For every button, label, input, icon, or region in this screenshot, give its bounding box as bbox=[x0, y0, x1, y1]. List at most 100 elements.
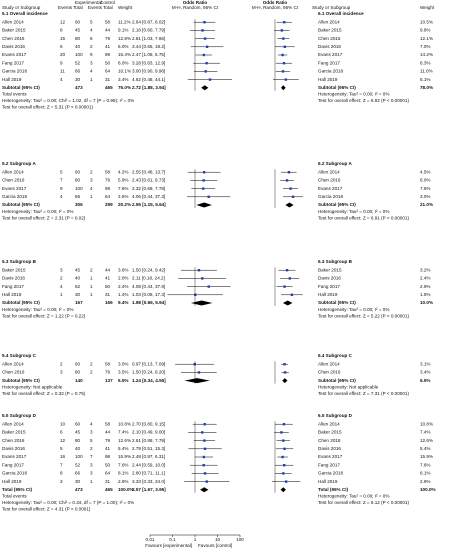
cell: Allen 2014 bbox=[2, 421, 24, 426]
total-cell: 21.0% bbox=[420, 202, 433, 207]
cell: Hall 2019 bbox=[2, 292, 22, 297]
cell: 30 bbox=[75, 479, 81, 484]
effect-square bbox=[282, 37, 285, 40]
summary-diamond bbox=[285, 202, 294, 208]
effect-square bbox=[207, 285, 210, 288]
total-cell: Total (95% CI) bbox=[318, 487, 349, 492]
cell: Chen 2016 bbox=[2, 36, 25, 41]
effect-square bbox=[203, 439, 206, 442]
cell: 3 bbox=[90, 430, 93, 435]
cell: Davis 2016 bbox=[2, 44, 25, 49]
cell: 2.81 [1.03, 7.66] bbox=[132, 36, 165, 41]
cell: 2 bbox=[90, 44, 93, 49]
cell: 10.8% bbox=[118, 421, 131, 426]
cell: 15.9% bbox=[420, 454, 433, 459]
effect-square bbox=[283, 21, 286, 24]
cell: Fang 2017 bbox=[318, 462, 340, 467]
cell: 2.5% bbox=[118, 194, 128, 199]
subgroup-title: 6.4 Subgroup C bbox=[318, 353, 353, 358]
tick-label: 10 bbox=[215, 537, 221, 542]
total-cell: 6.5% bbox=[118, 378, 128, 383]
cell: 80 bbox=[75, 178, 81, 183]
cell: Chen 2016 bbox=[318, 438, 341, 443]
effect-square bbox=[202, 179, 205, 182]
cell: 12 bbox=[60, 19, 66, 24]
header: Weight bbox=[118, 5, 133, 10]
note: Heterogeneity: Tau² = 0.00; I² = 0% bbox=[318, 494, 389, 499]
cell: 20 bbox=[60, 52, 66, 57]
cell: 2.10 [0.49, 9.00] bbox=[132, 430, 165, 435]
cell: 66 bbox=[75, 69, 81, 74]
cell: 2 bbox=[90, 446, 93, 451]
effect-square bbox=[201, 431, 204, 434]
cell: Davis 2016 bbox=[318, 446, 341, 451]
summary-diamond bbox=[184, 378, 210, 384]
total-cell: 473 bbox=[75, 85, 83, 90]
cell: 7.6% bbox=[118, 462, 128, 467]
cell: 12.6% bbox=[420, 438, 433, 443]
cell: 4 bbox=[60, 77, 63, 82]
total-cell: Total (95% CI) bbox=[2, 487, 33, 492]
note: Test for overall effect: Z = 5.22 (P < 0… bbox=[318, 313, 409, 318]
cell: 3.4% bbox=[118, 77, 128, 82]
cell: 41 bbox=[105, 446, 111, 451]
cell: Allen 2014 bbox=[318, 421, 340, 426]
tick-label: 0.01 bbox=[146, 537, 155, 542]
cell: 1 bbox=[90, 276, 93, 281]
cell: 30 bbox=[75, 292, 81, 297]
cell: 9.8% bbox=[420, 28, 430, 33]
cell: 1 bbox=[90, 479, 93, 484]
note: Test for overall effect: Z = 6.12 (P < 0… bbox=[318, 500, 409, 505]
cell: 2.44 [0.59, 10.0] bbox=[132, 462, 165, 467]
total-cell: 299 bbox=[105, 202, 113, 207]
effect-square bbox=[201, 29, 204, 32]
cell: 5.9% bbox=[118, 178, 128, 183]
effect-square bbox=[203, 447, 207, 450]
effect-square bbox=[197, 269, 201, 272]
cell: 1 bbox=[60, 292, 63, 297]
cell: 7.0% bbox=[420, 44, 430, 49]
subgroup-title: 5.1 Overall incidence bbox=[2, 11, 48, 16]
summary-diamond bbox=[201, 85, 209, 91]
cell: 79 bbox=[105, 178, 111, 183]
cell: Chen 2016 bbox=[2, 178, 25, 183]
cell: 1.4% bbox=[118, 292, 128, 297]
cell: Evans 2017 bbox=[318, 454, 343, 459]
total-cell: 78.0% bbox=[420, 85, 433, 90]
cell: 14.2% bbox=[420, 52, 433, 57]
cell: 44 bbox=[105, 430, 111, 435]
cell: Fang 2017 bbox=[2, 284, 24, 289]
cell: 4 bbox=[90, 421, 93, 426]
cell: Hall 2019 bbox=[318, 479, 338, 484]
cell: 45 bbox=[75, 28, 81, 33]
cell: 64 bbox=[105, 69, 111, 74]
cell: 6 bbox=[60, 44, 63, 49]
cell: 1 bbox=[90, 77, 93, 82]
header: M-H, Random, 95% CI bbox=[172, 5, 218, 10]
cell: 41 bbox=[105, 276, 111, 281]
cell: 4 bbox=[90, 28, 93, 33]
effect-square bbox=[208, 78, 212, 81]
cell: 6 bbox=[60, 430, 63, 435]
cell: 3 bbox=[90, 60, 93, 65]
cell: 3.44 [0.65, 18.2] bbox=[132, 44, 165, 49]
cell: Davis 2016 bbox=[318, 276, 341, 281]
cell: 98 bbox=[105, 52, 111, 57]
effect-square bbox=[280, 431, 283, 434]
summary-diamond bbox=[200, 487, 209, 493]
cell: 45 bbox=[75, 267, 81, 272]
total-cell: 2.55 [1.15, 5.64] bbox=[132, 202, 166, 207]
cell: 10.8% bbox=[420, 421, 433, 426]
effect-square bbox=[281, 70, 285, 73]
cell: 4 bbox=[90, 186, 93, 191]
cell: 1.5% bbox=[420, 292, 430, 297]
cell: Baker 2015 bbox=[318, 28, 342, 33]
cell: 5.1% bbox=[420, 77, 430, 82]
cell: 98 bbox=[105, 454, 111, 459]
cell: 66 bbox=[75, 471, 81, 476]
effect-square bbox=[207, 195, 210, 198]
total-cell: 465 bbox=[105, 487, 113, 492]
cell: 1.50 [0.24, 9.20] bbox=[132, 370, 165, 375]
cell: 98 bbox=[105, 186, 111, 191]
